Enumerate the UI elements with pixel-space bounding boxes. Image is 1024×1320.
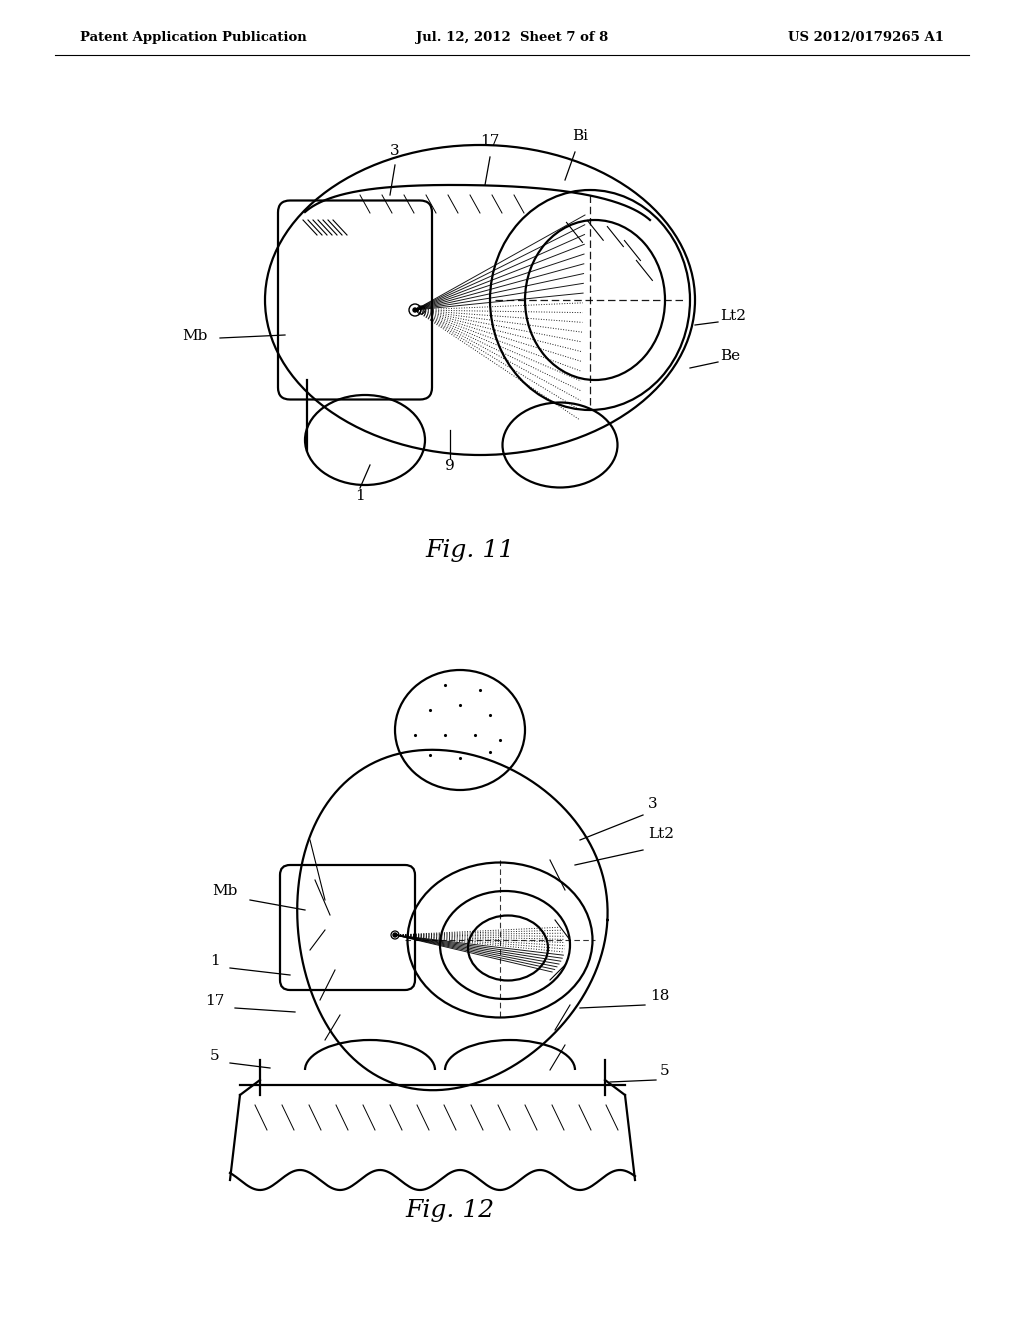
Text: 17: 17: [480, 135, 500, 148]
Text: 18: 18: [650, 989, 670, 1003]
Text: 9: 9: [445, 459, 455, 473]
Text: 3: 3: [390, 144, 399, 158]
Text: 1: 1: [210, 954, 220, 968]
Text: Be: Be: [720, 348, 740, 363]
Text: Mb: Mb: [182, 329, 208, 343]
Text: 5: 5: [660, 1064, 670, 1078]
Text: Lt2: Lt2: [648, 828, 674, 841]
Text: Mb: Mb: [212, 884, 238, 898]
Text: Fig. 11: Fig. 11: [425, 539, 515, 561]
Text: 3: 3: [648, 797, 657, 810]
Text: Lt2: Lt2: [720, 309, 746, 323]
Text: 1: 1: [355, 488, 365, 503]
Text: Bi: Bi: [572, 129, 588, 143]
Circle shape: [393, 933, 397, 937]
Circle shape: [413, 308, 417, 312]
Text: Fig. 12: Fig. 12: [406, 1199, 495, 1221]
Text: 17: 17: [206, 994, 224, 1008]
Text: US 2012/0179265 A1: US 2012/0179265 A1: [788, 32, 944, 45]
Text: Jul. 12, 2012  Sheet 7 of 8: Jul. 12, 2012 Sheet 7 of 8: [416, 32, 608, 45]
Text: 5: 5: [210, 1049, 220, 1063]
Text: Patent Application Publication: Patent Application Publication: [80, 32, 307, 45]
